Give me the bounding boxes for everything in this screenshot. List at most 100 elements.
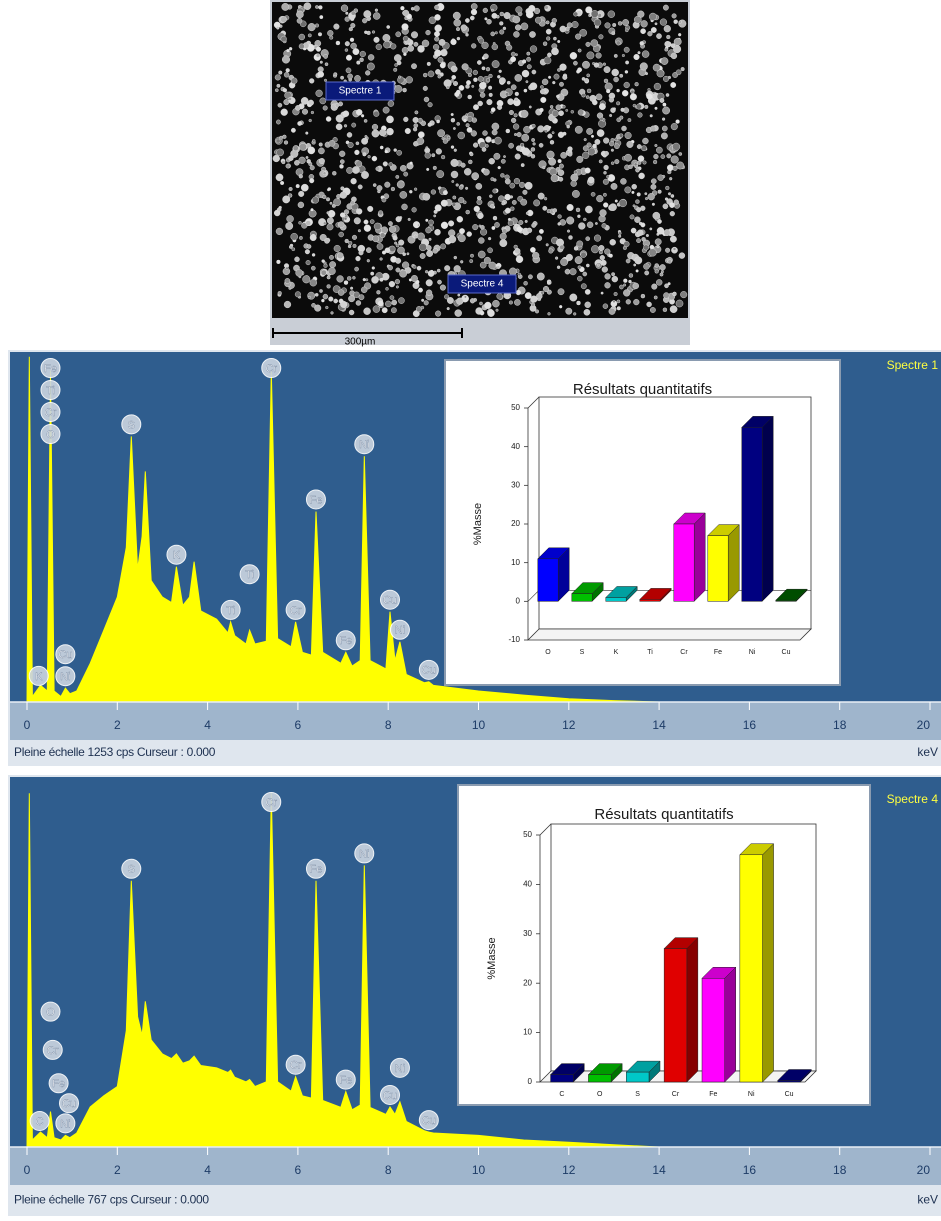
particle <box>427 270 435 277</box>
bar <box>588 1074 612 1083</box>
bar-side <box>762 843 774 1083</box>
particle <box>606 88 611 94</box>
particle <box>337 289 345 296</box>
particle <box>609 239 616 246</box>
particle <box>666 153 672 159</box>
particle <box>514 91 519 96</box>
particle <box>371 276 379 284</box>
particle <box>487 247 493 254</box>
particle <box>646 301 652 308</box>
particle <box>669 305 678 314</box>
peak-label-badge <box>305 489 326 510</box>
floor <box>527 628 812 641</box>
particle <box>339 191 348 199</box>
particle <box>667 259 672 264</box>
sem-particles <box>272 2 688 317</box>
particle <box>530 154 536 159</box>
particle <box>388 225 397 233</box>
particle <box>388 162 394 167</box>
particle <box>431 153 436 158</box>
peak-label: Ti <box>226 605 235 617</box>
particle <box>498 195 505 202</box>
particle <box>614 143 620 149</box>
peak-label-badge <box>380 1084 401 1105</box>
particle <box>666 34 671 40</box>
particle <box>596 195 604 203</box>
particle <box>297 121 302 126</box>
particle <box>422 192 431 201</box>
particle <box>672 291 677 297</box>
particle <box>562 104 566 109</box>
particle <box>470 253 474 258</box>
peak-label: K <box>173 550 181 562</box>
particle <box>309 165 315 171</box>
particle <box>276 207 282 212</box>
particle <box>516 145 522 152</box>
particle <box>551 47 559 56</box>
particle <box>460 24 467 31</box>
peak-label-badge <box>305 858 326 879</box>
particle <box>616 88 620 93</box>
particle <box>388 281 396 288</box>
particle <box>283 140 289 145</box>
particle <box>640 20 648 28</box>
particle <box>440 221 449 229</box>
particle <box>348 309 355 316</box>
particle <box>327 30 334 37</box>
particle <box>277 291 282 296</box>
particle <box>399 164 407 172</box>
particle <box>287 193 293 198</box>
particle <box>381 197 387 203</box>
particle <box>339 150 346 157</box>
particle <box>549 140 555 145</box>
particle <box>282 134 287 139</box>
peak-label-badge <box>55 666 76 687</box>
peak-label-badge <box>40 1001 61 1022</box>
peak-label: Fe <box>310 494 323 506</box>
particle <box>664 197 669 201</box>
particle <box>307 23 316 32</box>
particle <box>602 62 606 66</box>
peak-label: Ni <box>395 625 405 637</box>
particle <box>576 155 584 163</box>
particle <box>570 180 577 187</box>
particle <box>274 88 279 92</box>
bar <box>701 978 725 1083</box>
particle <box>652 63 661 72</box>
particle <box>604 282 611 289</box>
particle <box>455 89 461 95</box>
particle <box>416 137 425 145</box>
particle <box>328 267 336 275</box>
particle <box>339 159 345 164</box>
particle <box>356 109 363 116</box>
x-tick-label: K <box>614 649 619 656</box>
particle <box>510 51 516 57</box>
particle <box>524 292 532 299</box>
particle <box>295 184 300 189</box>
particle <box>583 308 591 316</box>
particle <box>312 139 316 143</box>
particle <box>440 243 446 250</box>
particle <box>358 250 364 256</box>
particle <box>303 2 312 10</box>
particle <box>642 137 649 145</box>
particle <box>298 43 305 50</box>
particle <box>673 37 682 46</box>
particle <box>633 162 638 167</box>
particle <box>498 69 502 73</box>
particle <box>320 269 327 276</box>
peak-label: Ti <box>245 569 254 581</box>
particle <box>479 141 486 149</box>
particle <box>603 150 609 156</box>
particle <box>545 28 552 35</box>
particle <box>518 219 524 225</box>
particle <box>635 167 640 173</box>
particle <box>644 270 650 276</box>
particle <box>372 235 380 243</box>
particle <box>604 248 611 255</box>
particle <box>352 276 356 280</box>
particle <box>389 295 395 300</box>
particle <box>367 205 374 212</box>
particle <box>473 205 480 213</box>
particle <box>665 93 670 97</box>
